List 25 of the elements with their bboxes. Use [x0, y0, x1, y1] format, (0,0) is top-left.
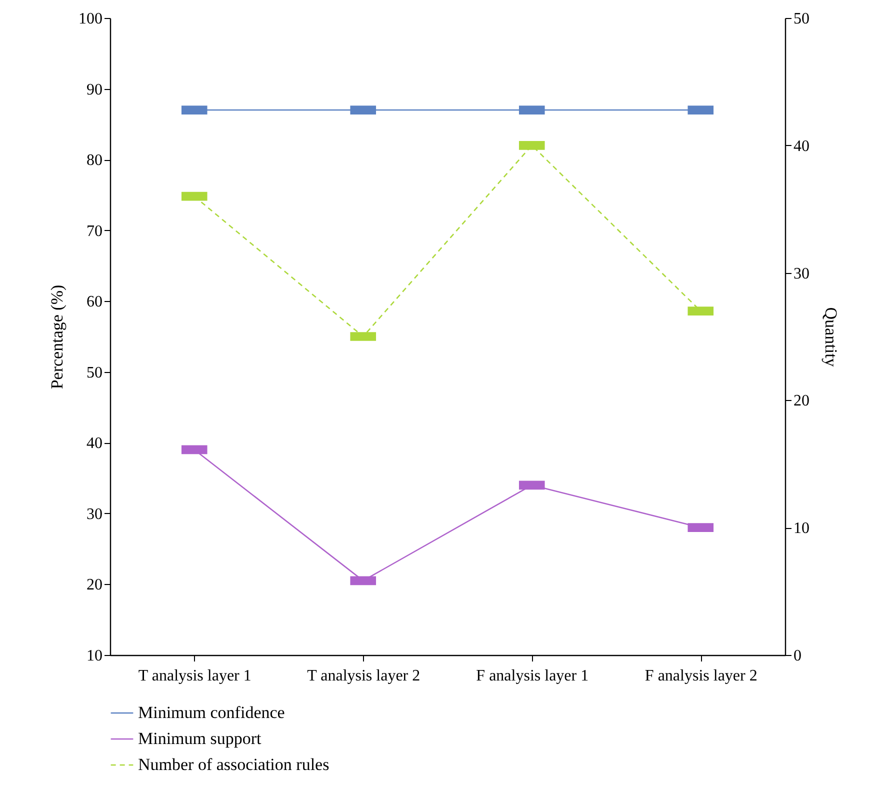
y2-tick-label: 0 [794, 648, 802, 664]
y-tick-label: 60 [86, 294, 102, 311]
y2-tick-label: 50 [794, 10, 810, 28]
y-tick-label: 70 [86, 222, 102, 240]
x-tick-label: T analysis layer 2 [307, 668, 420, 684]
y-tick-label: 50 [86, 364, 102, 382]
legend-label: Minimum support [138, 729, 262, 748]
y-tick-label: 30 [86, 506, 102, 523]
legend-label: Minimum confidence [138, 703, 285, 722]
y2-tick-label: 10 [794, 520, 810, 538]
y-tick-label: 20 [86, 576, 102, 594]
y2-tick-label: 20 [794, 392, 810, 410]
y2-tick-label: 30 [794, 265, 810, 282]
x-tick-label: T analysis layer 1 [138, 668, 252, 684]
y-tick-label: 90 [86, 81, 102, 98]
x-tick-label: F analysis layer 2 [644, 668, 758, 684]
y-tick-label: 40 [86, 435, 102, 452]
y-tick-label: 80 [86, 152, 102, 170]
x-tick-label: F analysis layer 1 [476, 668, 589, 684]
y2-axis-title: Quantity [822, 307, 840, 368]
y-tick-label: 100 [78, 10, 102, 28]
y-tick-label: 10 [86, 648, 102, 664]
legend-label: Number of association rules [138, 755, 330, 774]
y-axis-title: Percentage (%) [48, 284, 66, 390]
y2-tick-label: 40 [794, 138, 810, 155]
